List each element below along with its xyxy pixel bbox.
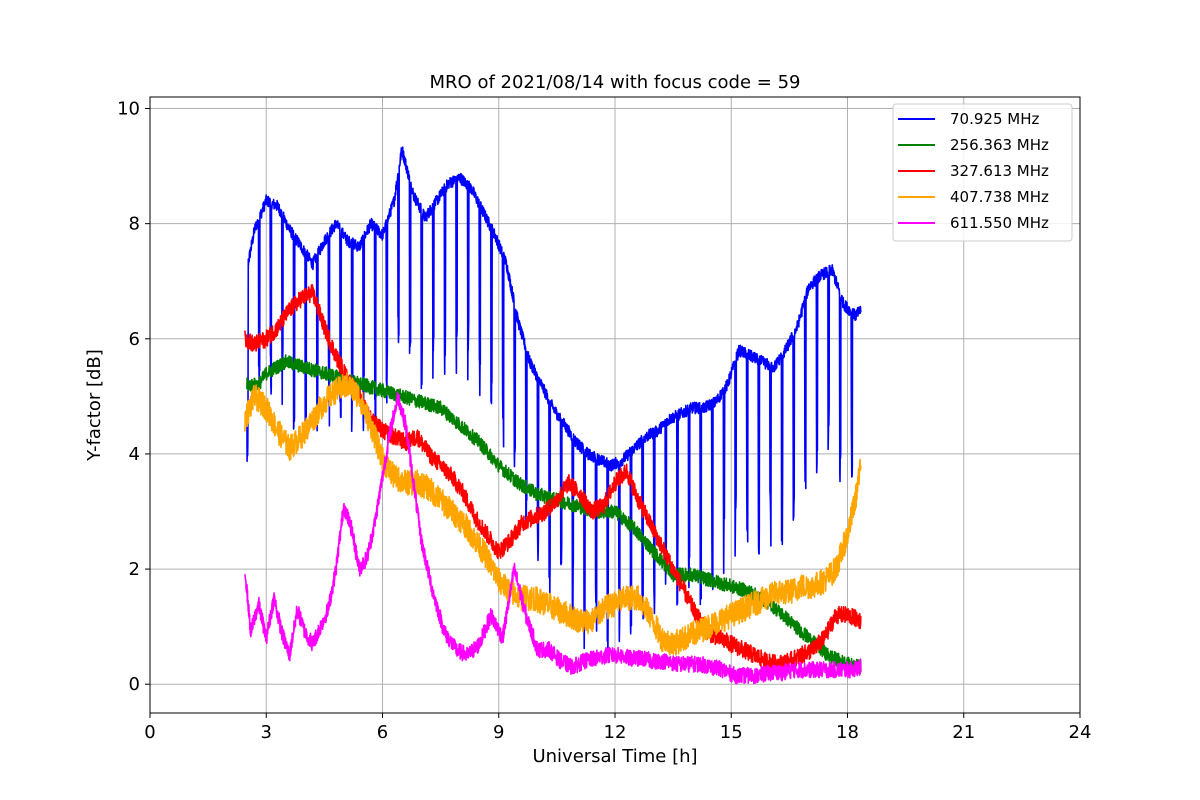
y-axis-label: Y-factor [dB]: [84, 349, 105, 462]
x-tick-label: 18: [836, 722, 859, 743]
x-tick-label: 21: [952, 722, 975, 743]
legend-label: 70.925 MHz: [950, 110, 1039, 128]
x-tick-label: 9: [493, 722, 504, 743]
y-tick-label: 6: [129, 329, 140, 350]
y-tick-label: 0: [129, 674, 140, 695]
legend-label: 327.613 MHz: [950, 162, 1049, 180]
x-tick-label: 12: [604, 722, 627, 743]
x-axis-ticks: 0 3 6 9 12 15 18 21 24: [144, 713, 1091, 743]
x-tick-label: 3: [261, 722, 272, 743]
x-tick-label: 0: [144, 722, 155, 743]
x-tick-label: 6: [377, 722, 388, 743]
x-tick-label: 24: [1069, 722, 1092, 743]
y-tick-label: 4: [129, 444, 140, 465]
y-tick-label: 8: [129, 214, 140, 235]
series-line-407_738-mhz: [244, 372, 862, 656]
series-line-611_550-mhz: [244, 391, 862, 685]
series-line-70_925-mhz: [246, 146, 862, 658]
series-lines: [244, 146, 862, 685]
legend-box: [892, 103, 1073, 242]
y-axis-ticks: 0 2 4 6 8 10: [117, 99, 150, 695]
legend-label: 256.363 MHz: [950, 136, 1049, 154]
y-tick-label: 10: [117, 99, 140, 120]
legend-label: 407.738 MHz: [950, 188, 1049, 206]
chart-title: MRO of 2021/08/14 with focus code = 59: [430, 72, 801, 93]
legend-label: 611.550 MHz: [950, 214, 1049, 232]
legend: 70.925 MHz 256.363 MHz 327.613 MHz 407.738 …: [892, 103, 1073, 242]
y-tick-label: 2: [129, 559, 140, 580]
x-tick-label: 15: [720, 722, 743, 743]
x-axis-label: Universal Time [h]: [532, 746, 697, 767]
